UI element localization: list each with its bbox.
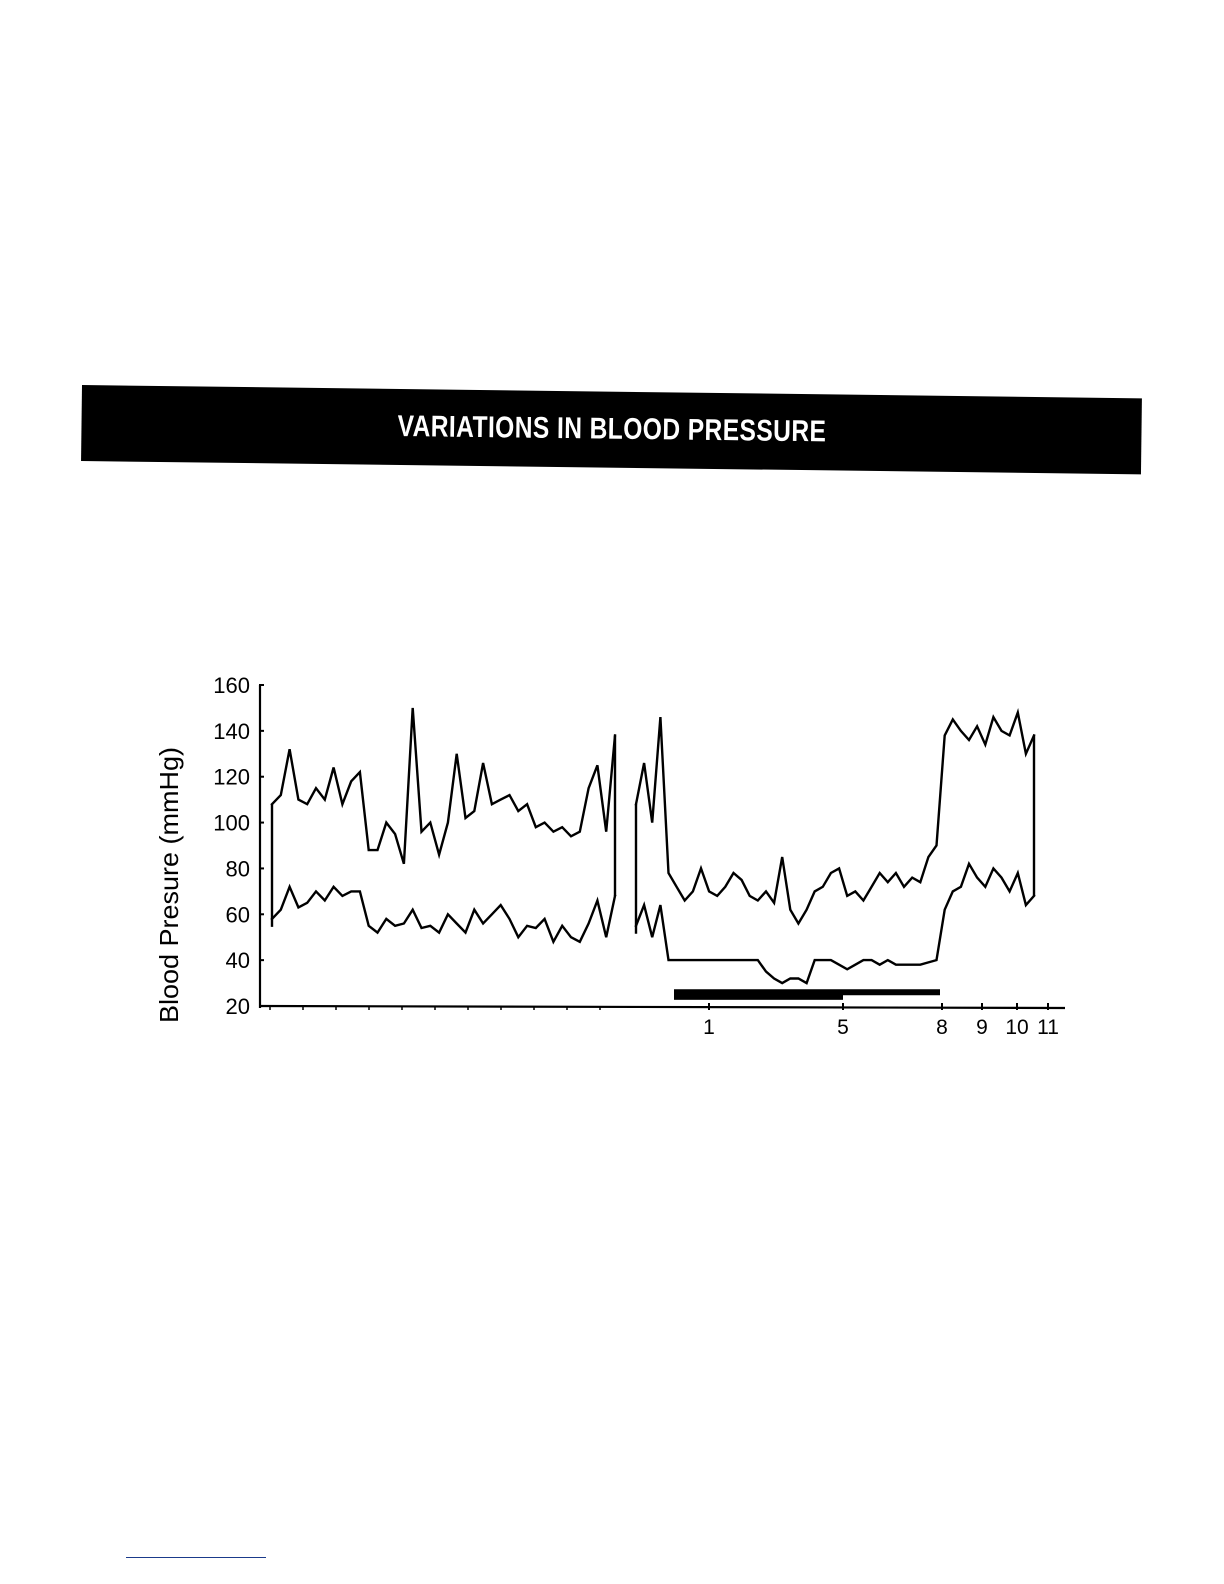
y-tick-label: 40 (226, 948, 250, 973)
y-tick-label: 80 (226, 856, 250, 881)
systolic-line-segment-2 (634, 707, 1036, 926)
y-tick-label: 160 (213, 673, 250, 698)
x-tick-label: 5 (837, 1016, 849, 1039)
x-tick-label: 8 (936, 1016, 948, 1039)
x-tick-label: 9 (976, 1016, 988, 1039)
y-axis-label: Blood Presure (mmHg) (154, 747, 184, 1023)
x-tick-label: 11 (1037, 1016, 1059, 1039)
treatment-bar-1 (674, 989, 940, 996)
y-tick-label: 60 (226, 902, 250, 927)
systolic-line-segment-1 (270, 707, 617, 865)
x-tick-label: 1 (703, 1016, 715, 1039)
x-axis-line (259, 1004, 1066, 1010)
diastolic-line-segment-1 (270, 883, 617, 945)
y-tick-label: 120 (213, 765, 250, 790)
x-tick-label: 10 (1005, 1016, 1028, 1039)
y-tick-label: 140 (213, 719, 250, 744)
footnote-divider (126, 1557, 266, 1558)
y-tick-label: 20 (226, 994, 250, 1019)
treatment-bar-2 (674, 993, 843, 1000)
diastolic-line-segment-2 (634, 860, 1036, 985)
y-tick-label: 100 (213, 811, 250, 836)
